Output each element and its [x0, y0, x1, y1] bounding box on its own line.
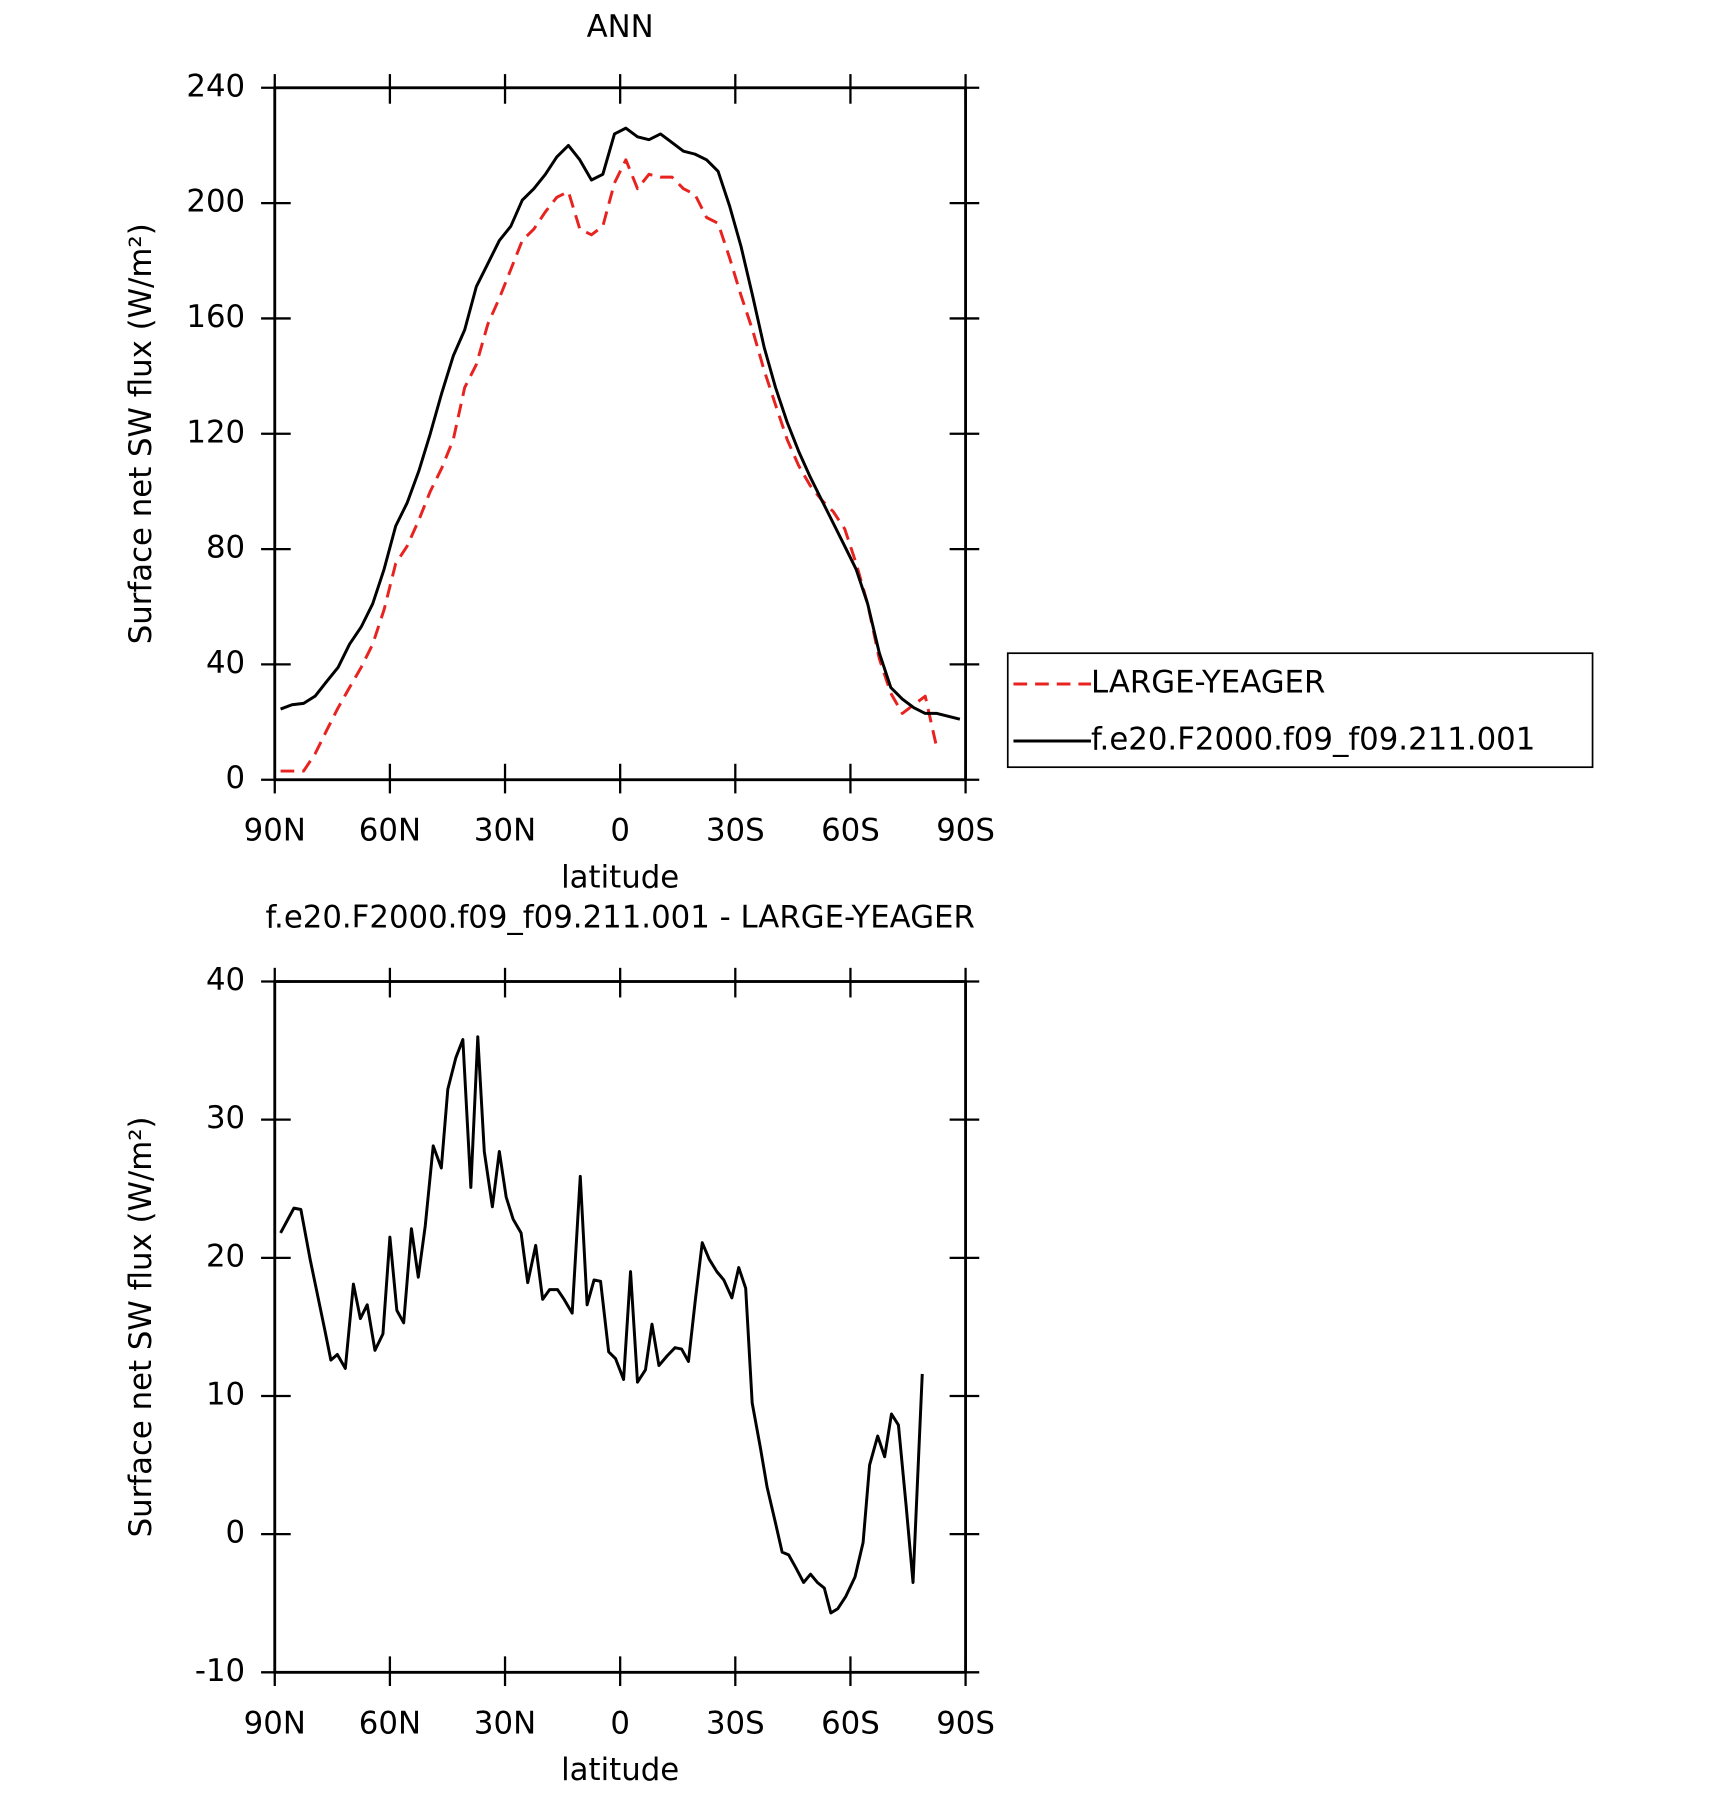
x-axis-label: latitude	[561, 1752, 679, 1788]
y-tick-label: 80	[206, 530, 245, 566]
y-tick-label: 40	[206, 645, 245, 681]
plot-frame	[273, 980, 968, 1674]
x-tick-label: 90S	[936, 1705, 995, 1741]
x-tick-label: 60N	[359, 1705, 421, 1741]
legend-label: LARGE-YEAGER	[1091, 664, 1325, 700]
plot-frame	[273, 86, 968, 782]
y-tick-label: 0	[226, 1515, 246, 1551]
x-tick-label: 60N	[359, 813, 421, 849]
x-tick-label: 30N	[474, 813, 536, 849]
y-tick-label: 20	[206, 1238, 245, 1274]
chart-title: f.e20.F2000.f09_f09.211.001 - LARGE-YEAG…	[265, 899, 974, 935]
x-tick-label: 90S	[936, 813, 995, 849]
y-tick-label: 30	[206, 1100, 245, 1136]
x-tick-label: 30N	[474, 1705, 536, 1741]
x-tick-label: 90N	[244, 1705, 306, 1741]
x-tick-label: 0	[610, 1705, 630, 1741]
data-line	[280, 158, 939, 773]
x-axis-label: latitude	[561, 859, 679, 895]
x-tick-label: 30S	[706, 813, 765, 849]
y-tick-label: 160	[186, 299, 245, 335]
y-tick-label: -10	[195, 1653, 245, 1689]
y-tick-label: 200	[186, 184, 245, 220]
y-axis-label: Surface net SW flux (W/m²)	[123, 223, 159, 644]
legend-box	[1006, 652, 1594, 769]
y-tick-label: 0	[226, 760, 246, 796]
chart-title: ANN	[587, 9, 654, 45]
legend-label: f.e20.F2000.f09_f09.211.001	[1091, 721, 1535, 757]
x-tick-label: 60S	[821, 813, 880, 849]
x-tick-label: 30S	[706, 1705, 765, 1741]
y-tick-label: 40	[206, 962, 245, 998]
y-tick-label: 240	[186, 68, 245, 104]
y-axis-label: Surface net SW flux (W/m²)	[123, 1116, 159, 1537]
x-tick-label: 60S	[821, 1705, 880, 1741]
y-tick-label: 120	[186, 414, 245, 450]
y-tick-label: 10	[206, 1376, 245, 1412]
data-line	[280, 126, 961, 721]
x-tick-label: 0	[610, 813, 630, 849]
data-line	[279, 1035, 924, 1615]
x-tick-label: 90N	[244, 813, 306, 849]
